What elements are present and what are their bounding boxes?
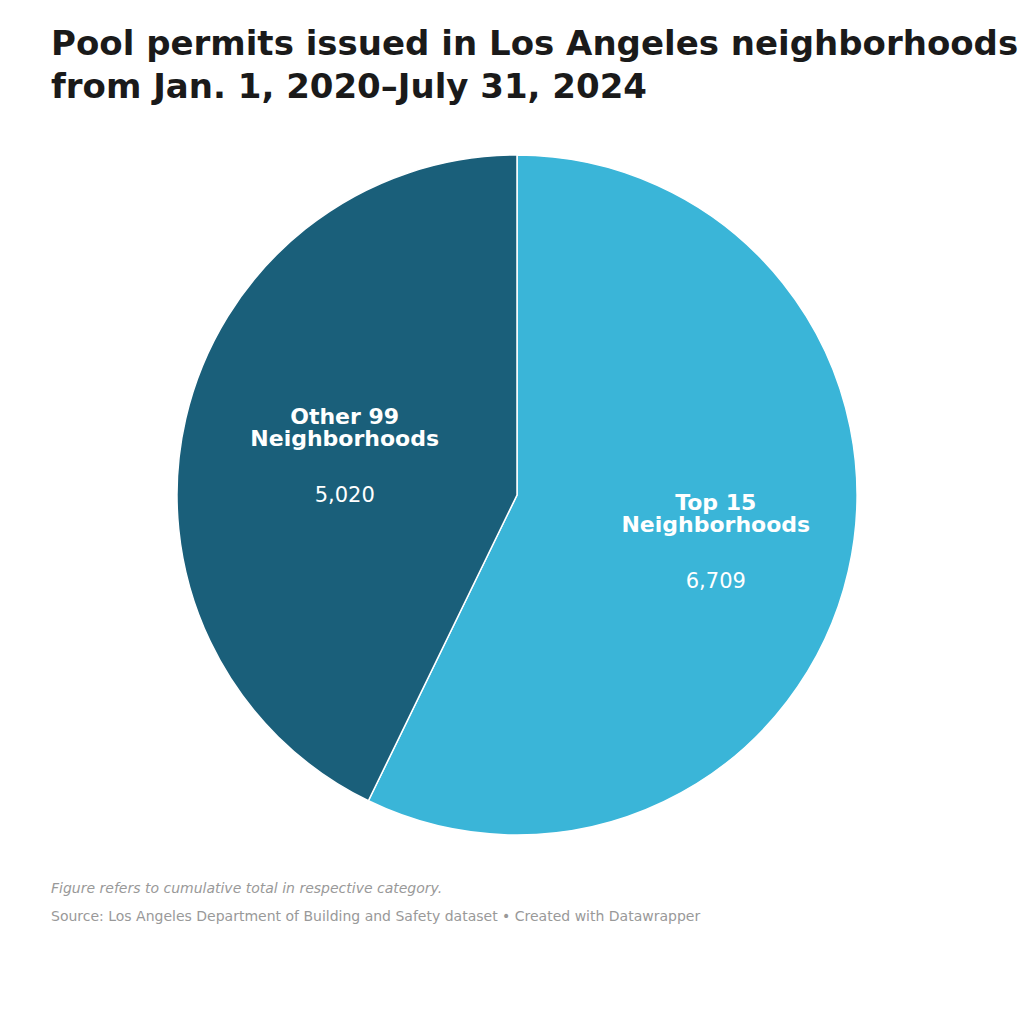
html-text:Pool permits issued in Los Ang: Pool permits issued in Los Angeles neigh… [51,23,1019,63]
svg-text:6,709: 6,709 [686,569,746,593]
svg-text:5,020: 5,020 [315,483,375,507]
html-text:Figure refers to cumulative to: Figure refers to cumulative total in res… [51,880,443,896]
svg-text:Other 99Neighborhoods: Other 99Neighborhoods [250,404,439,451]
html-text:Source: Los Angeles Department: Source: Los Angeles Department of Buildi… [51,908,701,924]
svg-text:Top 15Neighborhoods: Top 15Neighborhoods [621,489,810,536]
html-text:from Jan. 1, 2020–July 31, 202: from Jan. 1, 2020–July 31, 2024 [51,65,647,106]
